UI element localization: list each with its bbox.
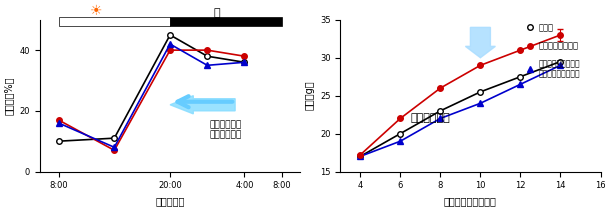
FancyArrow shape	[170, 96, 235, 114]
Text: 🌙: 🌙	[214, 8, 220, 18]
Y-axis label: 活動量（%）: 活動量（%）	[4, 76, 14, 115]
Text: 活動ピークの
位相前進効果: 活動ピークの 位相前進効果	[210, 120, 242, 139]
Y-axis label: 体重（g）: 体重（g）	[304, 81, 314, 110]
Text: ☀: ☀	[90, 4, 102, 18]
Text: 高脂肪高ショ糖食／
小麦ポリフェノール: 高脂肪高ショ糖食／ 小麦ポリフェノール	[539, 59, 580, 79]
FancyArrow shape	[465, 27, 495, 58]
X-axis label: 時刻（時）: 時刻（時）	[156, 196, 185, 206]
FancyBboxPatch shape	[59, 17, 170, 26]
X-axis label: マウスの週齢（週）: マウスの週齢（週）	[444, 196, 497, 206]
Text: 普通食: 普通食	[539, 23, 553, 32]
FancyBboxPatch shape	[170, 17, 282, 26]
Text: 高脂肪高ショ糖食: 高脂肪高ショ糖食	[539, 42, 578, 51]
Text: 体重抑制効果: 体重抑制効果	[411, 113, 450, 123]
